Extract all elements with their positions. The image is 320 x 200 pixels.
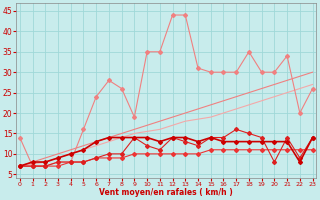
X-axis label: Vent moyen/en rafales ( km/h ): Vent moyen/en rafales ( km/h ) — [99, 188, 233, 197]
